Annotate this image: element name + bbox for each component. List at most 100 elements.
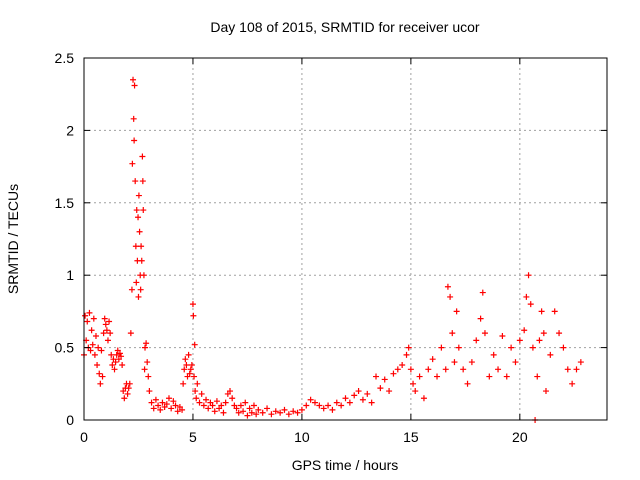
data-point <box>303 402 310 409</box>
data-point <box>159 399 166 406</box>
data-point <box>479 289 486 296</box>
data-point <box>187 366 194 373</box>
data-point <box>191 373 198 380</box>
data-point <box>250 402 257 409</box>
data-point <box>203 396 210 403</box>
data-point <box>381 376 388 383</box>
data-point <box>94 361 101 368</box>
x-tick-label: 20 <box>512 429 528 445</box>
data-point <box>486 373 493 380</box>
data-point <box>138 257 145 264</box>
data-point <box>191 341 198 348</box>
data-point <box>346 399 353 406</box>
y-tick-label: 0.5 <box>55 340 75 356</box>
data-point <box>272 408 279 415</box>
data-point <box>100 330 107 337</box>
data-point <box>185 351 192 358</box>
data-point <box>138 243 145 250</box>
data-point <box>447 293 454 300</box>
data-point <box>179 406 186 413</box>
y-tick-label: 0 <box>66 412 74 428</box>
data-point <box>220 409 227 416</box>
data-points <box>81 76 584 423</box>
data-point <box>96 370 103 377</box>
data-point <box>174 408 181 415</box>
data-point <box>364 390 371 397</box>
data-point <box>143 340 150 347</box>
data-point <box>137 286 144 293</box>
data-point <box>490 351 497 358</box>
data-point <box>86 309 93 316</box>
data-point <box>285 411 292 418</box>
data-point <box>213 398 220 405</box>
data-point <box>163 401 170 408</box>
data-point <box>139 178 146 185</box>
data-point <box>128 286 135 293</box>
data-point <box>150 405 157 412</box>
data-point <box>144 359 151 366</box>
data-point <box>168 405 175 412</box>
data-point <box>410 380 417 387</box>
data-point <box>235 409 242 416</box>
data-point <box>281 406 288 413</box>
data-point <box>135 192 142 199</box>
data-point <box>481 330 488 337</box>
data-point <box>130 76 137 83</box>
data-point <box>368 399 375 406</box>
data-point <box>222 399 229 406</box>
data-point <box>109 361 116 368</box>
data-point <box>338 402 345 409</box>
data-point <box>233 405 240 412</box>
data-point <box>165 395 172 402</box>
data-point <box>569 380 576 387</box>
data-point <box>464 380 471 387</box>
data-point <box>107 330 114 337</box>
data-point <box>294 409 301 416</box>
data-point <box>125 385 132 392</box>
data-point <box>298 406 305 413</box>
data-point <box>333 399 340 406</box>
data-point <box>155 402 162 409</box>
data-point <box>547 351 554 358</box>
data-point <box>112 359 119 366</box>
data-point <box>277 409 284 416</box>
data-point <box>342 395 349 402</box>
data-point <box>227 388 234 395</box>
data-point <box>405 344 412 351</box>
data-point <box>133 279 140 286</box>
data-point <box>442 366 449 373</box>
data-point <box>192 388 199 395</box>
data-point <box>101 315 108 322</box>
data-point <box>133 207 140 214</box>
data-point <box>99 373 106 380</box>
x-tick-label: 0 <box>80 429 88 445</box>
data-point <box>108 351 115 358</box>
y-axis-label: SRMTID / TECUs <box>5 184 21 294</box>
axis-ticks: 0 5 10 15 20 0 0.5 1 1.5 2 2.5 <box>55 50 607 445</box>
plot-frame <box>83 57 608 421</box>
data-point <box>307 396 314 403</box>
data-point <box>540 330 547 337</box>
data-point <box>259 409 266 416</box>
data-point <box>434 373 441 380</box>
data-point <box>325 402 332 409</box>
data-point <box>412 388 419 395</box>
data-point <box>329 406 336 413</box>
data-point <box>189 301 196 308</box>
x-tick-label: 5 <box>189 429 197 445</box>
data-point <box>529 344 536 351</box>
data-point <box>316 402 323 409</box>
data-point <box>525 272 532 279</box>
data-point <box>244 412 251 419</box>
data-point <box>89 341 96 348</box>
data-point <box>512 359 519 366</box>
data-point <box>556 330 563 337</box>
data-point <box>264 405 271 412</box>
data-point <box>103 327 110 334</box>
data-point <box>130 115 137 122</box>
data-point <box>188 361 195 368</box>
data-point <box>290 408 297 415</box>
data-point <box>521 327 528 334</box>
data-point <box>98 347 105 354</box>
